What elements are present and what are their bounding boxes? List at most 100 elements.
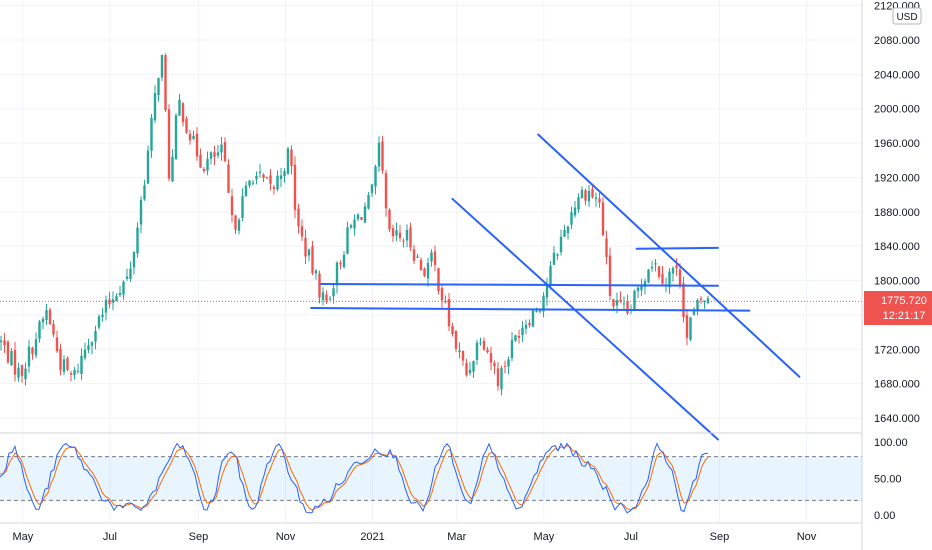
time-tick-label: Jul	[103, 531, 117, 543]
candle-body	[150, 117, 153, 151]
price-tick-label: 1880.000	[874, 207, 920, 219]
candle-body	[125, 276, 129, 279]
candle-body	[353, 219, 356, 229]
trendline-layer[interactable]	[310, 133, 801, 441]
candle-body	[395, 230, 398, 236]
time-tick-label: Nov	[797, 531, 817, 543]
candle-body	[447, 299, 451, 327]
candle-body	[101, 314, 104, 318]
candle-body	[52, 323, 55, 335]
candle-body	[314, 270, 318, 274]
candle-body	[577, 197, 580, 210]
candle-body	[503, 365, 507, 367]
trendline[interactable]	[451, 197, 719, 441]
candle-body	[272, 186, 276, 189]
candle-body	[220, 144, 223, 153]
candle-body	[636, 287, 640, 292]
candle-body	[374, 166, 377, 187]
candle-body	[489, 353, 493, 363]
candle-body	[38, 321, 41, 339]
candle-body	[244, 185, 248, 196]
candle-body	[269, 175, 272, 184]
candle-body	[657, 266, 661, 277]
candle-body	[17, 367, 20, 378]
candle-body	[643, 281, 647, 287]
candle-body	[297, 208, 300, 227]
candle-body	[234, 215, 237, 230]
trendline[interactable]	[310, 307, 751, 312]
candle-body	[237, 219, 241, 231]
candle-body	[24, 368, 27, 380]
candle-body	[370, 184, 374, 194]
candle-body	[206, 158, 209, 171]
last-price-value: 1775.720	[881, 295, 927, 307]
candle-body	[6, 341, 10, 363]
candle-body	[622, 303, 626, 305]
candle-body	[510, 340, 514, 359]
bar-countdown: 12:21:17	[883, 310, 926, 322]
candle-body	[66, 358, 69, 370]
candle-body	[384, 173, 388, 209]
candle-body	[94, 330, 97, 342]
candle-body	[570, 212, 573, 225]
trendline[interactable]	[537, 133, 801, 378]
candle-body	[538, 310, 542, 312]
candle-body	[283, 171, 286, 177]
last-price-box	[864, 291, 932, 325]
currency-text: USD	[896, 12, 917, 23]
candle-body	[304, 238, 307, 257]
time-tick-label: Sep	[189, 531, 209, 543]
candle-body	[153, 93, 157, 121]
candle-body	[517, 335, 521, 338]
candle-body	[20, 365, 24, 376]
time-axis[interactable]: May Jul Sep Nov 2021 Mar May Jul Sep Nov	[12, 531, 816, 543]
trendline[interactable]	[320, 282, 719, 287]
candle-body	[174, 115, 178, 160]
candle-body	[31, 347, 34, 355]
candle-body	[129, 268, 132, 280]
oscillator-axis[interactable]: 100.00 50.00 0.00	[874, 437, 908, 522]
candle-body	[227, 164, 230, 193]
candle-body	[626, 300, 629, 314]
candle-body	[594, 197, 598, 200]
candle-body	[703, 300, 706, 303]
candle-body	[195, 133, 199, 157]
trendline[interactable]	[635, 246, 719, 250]
candle-body	[692, 310, 696, 315]
candle-body	[143, 185, 146, 200]
candle-body	[559, 236, 563, 253]
candle-body	[160, 54, 164, 78]
candle-body	[146, 150, 150, 184]
time-tick-label: May	[12, 531, 33, 543]
currency-label[interactable]: USD	[892, 7, 922, 25]
candle-body	[500, 367, 503, 390]
oscillator-tick-label: 100.00	[874, 437, 908, 449]
candle-body	[80, 355, 83, 374]
candle-body	[45, 310, 48, 320]
candle-body	[521, 327, 524, 336]
candle-body	[171, 156, 174, 182]
candle-body	[363, 206, 367, 223]
oscillator-k-line	[0, 442, 709, 514]
candle-body	[598, 198, 601, 203]
candle-body	[199, 154, 202, 168]
candle-body	[430, 252, 433, 262]
candle-body	[328, 298, 332, 300]
candle-body	[661, 273, 664, 284]
candle-body	[580, 189, 584, 199]
main-pane-grid	[0, 0, 862, 522]
candle-body	[265, 176, 269, 178]
candle-body	[444, 301, 447, 303]
candle-body	[185, 118, 188, 133]
candle-body	[167, 109, 171, 179]
candle-body	[619, 299, 622, 302]
time-tick-label: Jul	[624, 531, 638, 543]
time-tick-label: Sep	[710, 531, 730, 543]
candle-body	[321, 292, 325, 301]
price-tick-label: 2080.000	[874, 35, 920, 47]
candle-body	[59, 348, 62, 371]
candle-body	[465, 363, 468, 376]
price-tick-label: 2000.000	[874, 104, 920, 116]
candle-body	[293, 164, 297, 211]
